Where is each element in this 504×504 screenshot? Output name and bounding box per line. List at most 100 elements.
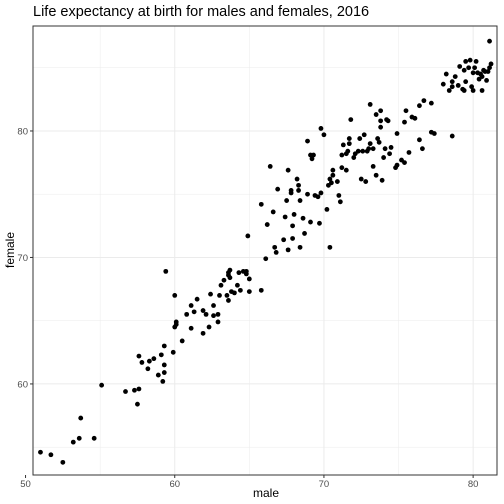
data-point	[315, 194, 321, 200]
data-point	[339, 152, 345, 158]
data-point	[420, 146, 425, 152]
data-point	[221, 277, 227, 283]
data-point	[218, 282, 224, 288]
x-tick-label: 50	[20, 479, 31, 490]
data-point	[378, 124, 384, 130]
data-point	[305, 191, 310, 197]
data-point	[321, 132, 327, 138]
data-point	[309, 156, 315, 162]
data-point	[355, 148, 361, 154]
data-point	[76, 435, 82, 441]
chart-title: Life expectancy at birth for males and f…	[33, 4, 369, 20]
data-point	[339, 165, 345, 171]
x-tick-label: 80	[468, 479, 479, 490]
data-point	[348, 117, 354, 122]
data-point	[163, 268, 169, 274]
data-point	[443, 71, 449, 77]
data-point	[463, 59, 469, 64]
data-point	[378, 108, 384, 114]
data-point	[360, 148, 366, 154]
data-point	[370, 146, 376, 152]
data-point	[363, 179, 369, 184]
data-point	[358, 176, 364, 182]
data-point	[343, 167, 349, 173]
x-axis-title: male	[253, 486, 279, 500]
data-point	[479, 88, 485, 93]
data-point	[70, 439, 76, 445]
data-point	[428, 100, 434, 106]
data-point	[151, 356, 157, 362]
data-point	[38, 449, 43, 455]
data-point	[191, 309, 197, 315]
data-point	[272, 244, 278, 250]
data-point	[281, 237, 287, 243]
data-point	[370, 163, 376, 169]
panel-border	[32, 25, 498, 476]
data-point	[227, 275, 233, 281]
panel-background	[33, 26, 497, 475]
data-point	[417, 137, 422, 143]
data-point	[300, 215, 306, 221]
data-point	[330, 167, 336, 173]
data-point	[91, 435, 97, 441]
data-point	[215, 319, 221, 325]
data-point	[337, 199, 343, 205]
data-point	[378, 118, 384, 124]
data-point	[402, 119, 407, 125]
data-point	[170, 349, 176, 355]
data-point	[208, 291, 213, 297]
data-point	[327, 244, 333, 250]
y-tick-label: 80	[17, 126, 28, 137]
data-point	[145, 366, 151, 372]
data-point	[136, 386, 142, 392]
data-point	[161, 370, 167, 375]
data-point	[203, 311, 209, 317]
data-point	[412, 115, 418, 121]
data-point	[78, 415, 84, 421]
data-point	[285, 167, 291, 173]
data-point	[60, 459, 66, 465]
data-point	[160, 379, 166, 384]
data-point	[235, 282, 240, 288]
data-point	[267, 163, 273, 169]
data-point	[290, 223, 295, 229]
x-tick-label: 60	[169, 479, 180, 490]
data-point	[328, 180, 334, 186]
data-point	[340, 142, 346, 148]
data-point	[294, 176, 300, 182]
data-point	[311, 152, 316, 158]
y-axis-ticks: 60 70 80	[17, 126, 33, 390]
data-point	[161, 343, 167, 349]
data-point	[381, 155, 387, 160]
data-point	[296, 182, 301, 188]
y-tick-label: 60	[17, 379, 28, 390]
data-point	[200, 308, 206, 313]
data-point	[146, 358, 152, 364]
data-point	[297, 198, 303, 203]
data-point	[275, 186, 281, 192]
data-point	[479, 74, 485, 79]
data-point	[243, 268, 249, 274]
data-point	[285, 247, 291, 253]
data-point	[394, 162, 400, 168]
data-point	[487, 38, 492, 44]
data-point	[99, 382, 105, 388]
data-point	[463, 79, 469, 85]
data-point	[206, 324, 212, 330]
plot-panel	[33, 26, 497, 475]
data-point	[200, 330, 206, 336]
data-point	[273, 250, 279, 255]
data-point	[155, 372, 161, 378]
data-point	[487, 65, 492, 71]
data-point	[361, 132, 367, 138]
data-point	[270, 209, 276, 215]
data-point	[373, 112, 379, 117]
data-point	[184, 311, 190, 317]
data-point	[388, 145, 394, 150]
data-point	[172, 293, 178, 298]
data-point	[466, 65, 472, 71]
data-point	[431, 131, 437, 136]
data-point	[226, 298, 231, 303]
data-point	[417, 103, 422, 109]
